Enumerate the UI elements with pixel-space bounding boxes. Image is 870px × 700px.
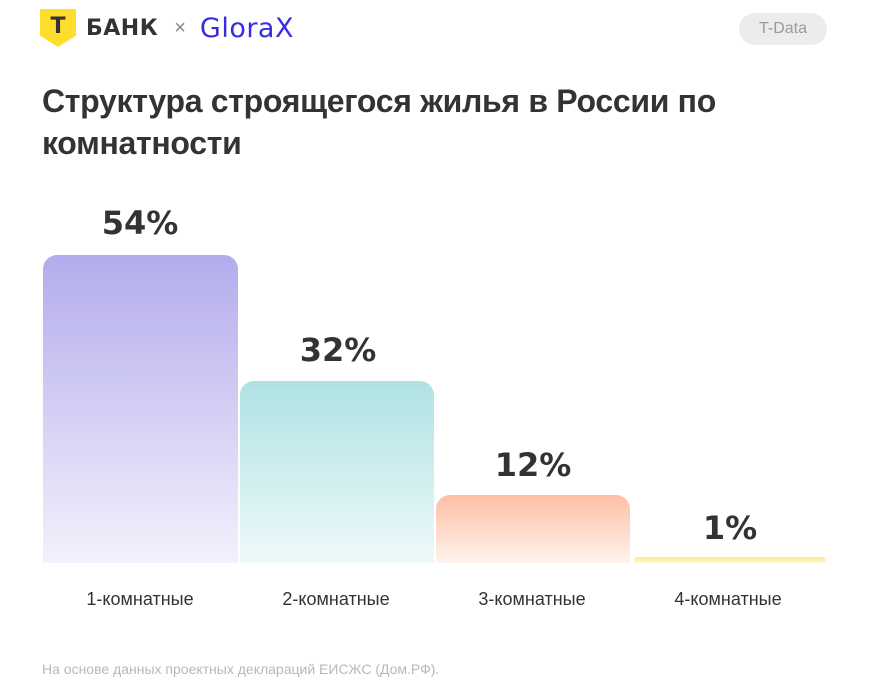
category-label-2: 2-комнатные [282, 589, 390, 609]
source-footnote: На основе данных проектных деклараций ЕИ… [42, 661, 440, 677]
category-label-4: 4-комнатные [674, 589, 782, 609]
bar-4-room [634, 557, 826, 563]
bar-2-room [240, 381, 434, 563]
tbank-shield-logo: Т [40, 9, 76, 47]
times-separator-icon: × [174, 16, 186, 39]
tbank-letter: Т [50, 14, 66, 39]
bank-name: БАНК [86, 15, 159, 41]
chart-title: Структура строящегося жилья в России по … [42, 83, 716, 161]
bar-1-room [43, 255, 238, 563]
bar-3-room [436, 495, 630, 563]
glorax-logo: GloraX [199, 12, 294, 44]
value-label-4: 1% [702, 509, 758, 547]
tdata-badge: T-Data [739, 13, 827, 45]
value-label-2: 32% [299, 331, 377, 369]
category-label-1: 1-комнатные [86, 589, 194, 609]
category-label-3: 3-комнатные [478, 589, 586, 609]
value-label-1: 54% [101, 204, 179, 242]
value-label-3: 12% [494, 446, 572, 484]
logo-row: Т БАНК × GloraX [40, 9, 294, 47]
